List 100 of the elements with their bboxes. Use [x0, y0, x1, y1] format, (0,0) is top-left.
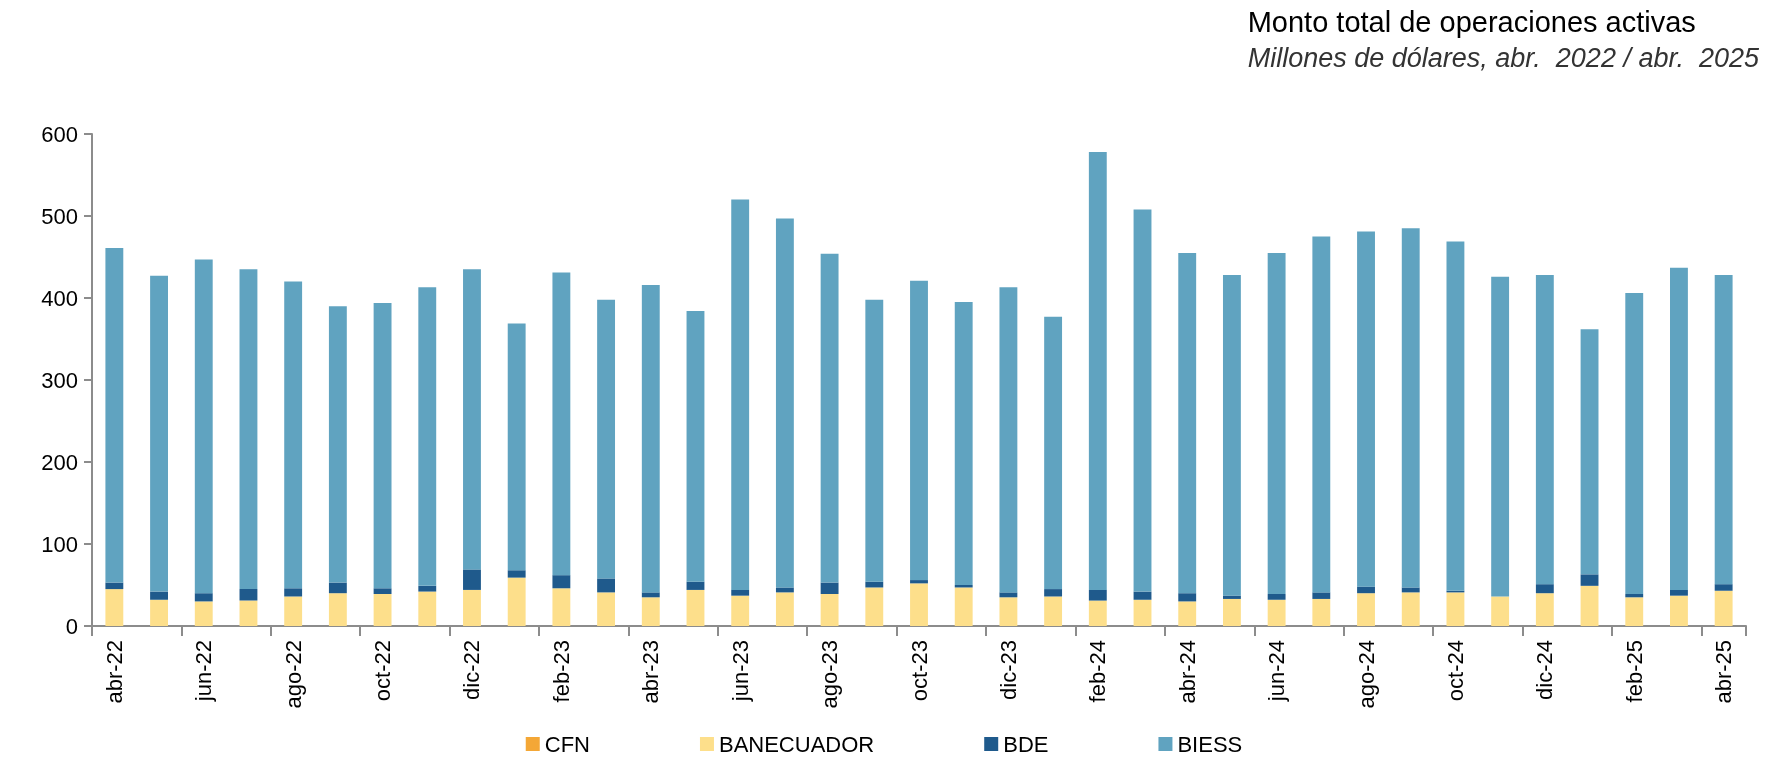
x-tick-label: abr-24: [1174, 640, 1200, 704]
bar: [150, 599, 168, 626]
bar: [910, 580, 928, 584]
bar: [1401, 228, 1420, 588]
bar: [1535, 275, 1554, 585]
bar: [1267, 252, 1286, 595]
bar: [373, 588, 392, 595]
x-tick-label: dic-22: [459, 640, 485, 700]
bar: [731, 199, 750, 590]
bar: [1714, 584, 1733, 591]
x-tick-label: jun-22: [191, 640, 217, 703]
bar: [1491, 596, 1510, 626]
bar: [820, 582, 839, 595]
bar: [463, 269, 481, 570]
bar: [1178, 593, 1197, 602]
bar: [1625, 597, 1644, 626]
x-tick-label: jun-24: [1264, 640, 1290, 703]
bar: [239, 600, 258, 626]
bar: [1670, 589, 1688, 596]
bar: [775, 587, 794, 593]
bar: [105, 589, 124, 626]
bar: [373, 594, 392, 626]
bar: [775, 218, 794, 588]
bar: [1267, 594, 1286, 600]
bar: [552, 272, 571, 576]
legend-label: BIESS: [1177, 731, 1243, 757]
bar: [1178, 252, 1197, 594]
bar: [1580, 574, 1599, 586]
bar: [597, 578, 616, 593]
x-tick-label: dic-23: [995, 640, 1021, 700]
y-tick-label: 300: [41, 367, 78, 393]
bar: [820, 253, 839, 583]
y-tick-label: 200: [41, 449, 78, 475]
x-tick-label: abr-25: [1711, 640, 1737, 704]
x-tick-label: oct-23: [906, 640, 932, 702]
x-tick-label: ago-22: [280, 640, 306, 709]
x-tick-label: jun-23: [727, 640, 753, 703]
bar: [641, 284, 660, 593]
bar: [865, 587, 884, 626]
bar: [1357, 593, 1375, 626]
bar: [418, 591, 437, 626]
bar: [150, 591, 168, 600]
x-tick-label: ago-23: [817, 640, 843, 709]
bar: [552, 575, 571, 589]
bar: [1222, 275, 1241, 596]
bar: [775, 592, 794, 626]
bar: [239, 589, 258, 601]
bar: [1133, 591, 1152, 600]
x-tick-label: ago-24: [1353, 640, 1379, 709]
bar: [820, 594, 839, 626]
bar: [999, 597, 1018, 626]
bar: [105, 582, 124, 590]
bar: [597, 299, 616, 579]
bar: [418, 287, 437, 586]
bar: [1312, 598, 1331, 626]
bar: [954, 302, 973, 585]
y-tick-label: 500: [41, 203, 78, 229]
x-tick-label: abr-23: [638, 640, 664, 704]
legend-label: BDE: [1003, 731, 1049, 757]
x-tick-label: dic-24: [1532, 640, 1558, 700]
y-tick-label: 100: [41, 531, 78, 557]
bar: [1178, 601, 1197, 626]
bar: [1670, 595, 1688, 626]
bar: [1446, 241, 1465, 591]
bar: [1625, 594, 1644, 598]
bar: [194, 601, 213, 626]
bar: [1491, 276, 1510, 597]
bar: [1401, 587, 1420, 593]
bar: [328, 306, 347, 583]
bar: [150, 275, 168, 592]
bar: [1267, 599, 1286, 626]
bar: [1714, 590, 1733, 626]
bar: [328, 582, 347, 594]
bar: [1044, 596, 1063, 626]
bar: [1222, 598, 1241, 626]
bar: [507, 570, 526, 578]
bar: [1714, 275, 1733, 585]
bar: [1670, 267, 1688, 590]
bar: [731, 589, 750, 596]
bar: [1133, 209, 1152, 592]
bar: [1088, 589, 1107, 601]
bar: [910, 280, 928, 581]
bar: [194, 259, 213, 594]
bar: [1446, 592, 1465, 626]
legend-label: BANECUADOR: [718, 731, 875, 757]
bar: [1357, 586, 1375, 594]
y-tick-label: 400: [41, 285, 78, 311]
bar: [1088, 152, 1107, 590]
x-tick-label: feb-23: [548, 640, 574, 703]
bar: [328, 593, 347, 626]
x-tick-label: feb-24: [1085, 640, 1111, 703]
bar: [1312, 592, 1331, 599]
bar: [552, 588, 571, 626]
bar: [1044, 316, 1063, 590]
x-tick-label: oct-22: [370, 640, 396, 702]
y-tick-label: 600: [41, 121, 78, 147]
chart-title: Monto total de operaciones activas: [1247, 5, 1696, 38]
bar: [1625, 293, 1644, 595]
bar: [597, 592, 616, 626]
bar: [1580, 329, 1599, 575]
